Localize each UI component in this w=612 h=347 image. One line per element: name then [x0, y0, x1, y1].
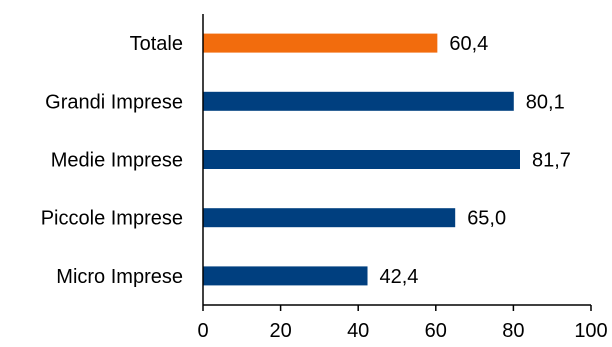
bar-1 [203, 91, 514, 111]
x-tick-label-3: 60 [425, 320, 447, 342]
category-label-4: Micro Imprese [56, 266, 183, 288]
bar-4 [203, 266, 368, 286]
category-label-1: Grandi Imprese [45, 91, 183, 113]
x-tick-label-5: 100 [574, 320, 607, 342]
category-label-0: Totale [130, 33, 183, 55]
x-tick-label-2: 40 [347, 320, 369, 342]
bar-2 [203, 150, 520, 169]
bars-group [203, 33, 520, 286]
x-tick-label-4: 80 [502, 320, 524, 342]
value-labels-group: 60,4 80,1 81,7 65,0 42,4 [380, 33, 571, 288]
category-labels-group: Totale Grandi Imprese Medie Imprese Piccole… [41, 33, 183, 288]
x-tick-label-0: 0 [197, 320, 208, 342]
x-tick-label-1: 20 [269, 320, 291, 342]
category-label-3: Piccole Imprese [41, 208, 183, 230]
x-ticks-group [202, 305, 592, 311]
bar-0 [203, 33, 438, 53]
bar-3 [203, 208, 456, 228]
value-label-4: 42,4 [380, 266, 419, 288]
value-label-3: 65,0 [467, 208, 506, 230]
x-tick-labels-group: 0 20 40 60 80 100 [197, 320, 607, 342]
value-label-0: 60,4 [449, 33, 488, 55]
category-label-2: Medie Imprese [51, 150, 183, 172]
value-label-1: 80,1 [526, 91, 565, 113]
value-label-2: 81,7 [532, 150, 571, 172]
